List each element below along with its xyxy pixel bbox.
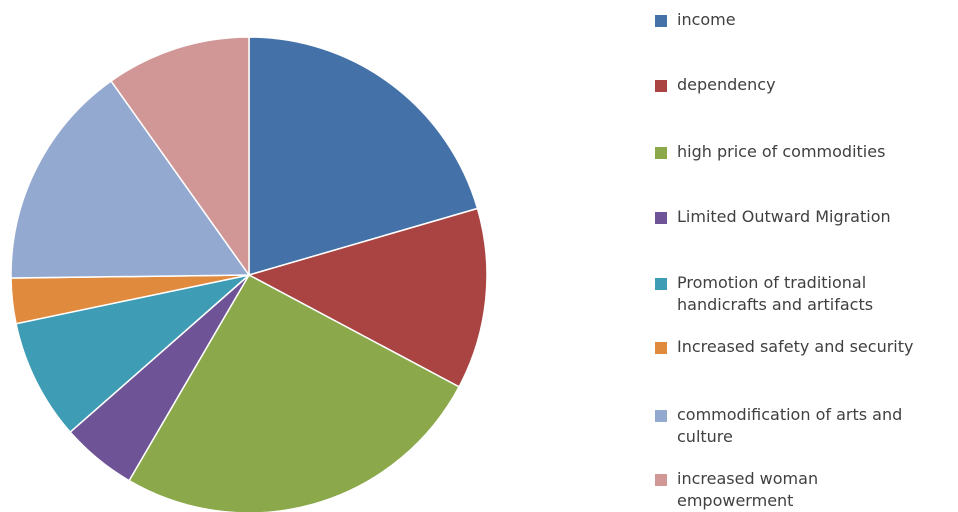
legend-item-4: Promotion of traditional handicrafts and… bbox=[655, 272, 955, 316]
legend-label-5: Increased safety and security bbox=[677, 337, 914, 356]
legend-swatch-3 bbox=[655, 212, 667, 224]
legend-swatch-4 bbox=[655, 278, 667, 290]
legend-item-3: Limited Outward Migration bbox=[655, 206, 955, 228]
legend-swatch-6 bbox=[655, 410, 667, 422]
legend-label-6: commodification of arts and culture bbox=[677, 405, 903, 446]
pie-slice-1 bbox=[247, 207, 488, 388]
legend-swatch-7 bbox=[655, 474, 667, 486]
legend: income dependency high price of commoditie… bbox=[655, 0, 955, 512]
legend-swatch-0 bbox=[655, 15, 667, 27]
pie-slice-2 bbox=[128, 273, 461, 512]
legend-label-4: Promotion of traditional handicrafts and… bbox=[677, 273, 874, 314]
legend-label-0: income bbox=[677, 10, 736, 29]
pie-slice-6 bbox=[10, 79, 251, 279]
pie-plot-area bbox=[10, 36, 488, 512]
legend-label-7: increased woman empowerment bbox=[677, 469, 819, 510]
legend-swatch-1 bbox=[655, 80, 667, 92]
legend-item-1: dependency bbox=[655, 74, 955, 96]
pie-slice-7 bbox=[110, 36, 250, 278]
legend-item-7: increased woman empowerment bbox=[655, 468, 955, 512]
legend-item-2: high price of commodities bbox=[655, 141, 955, 163]
legend-label-3: Limited Outward Migration bbox=[677, 207, 891, 226]
legend-swatch-5 bbox=[655, 342, 667, 354]
legend-swatch-2 bbox=[655, 147, 667, 159]
legend-label-2: high price of commodities bbox=[677, 142, 886, 161]
legend-item-0: income bbox=[655, 9, 955, 31]
legend-item-5: Increased safety and security bbox=[655, 336, 955, 358]
legend-item-6: commodification of arts and culture bbox=[655, 404, 955, 448]
pie-slice-0 bbox=[248, 36, 479, 276]
legend-label-1: dependency bbox=[677, 75, 776, 94]
pie-slice-4 bbox=[15, 273, 252, 434]
